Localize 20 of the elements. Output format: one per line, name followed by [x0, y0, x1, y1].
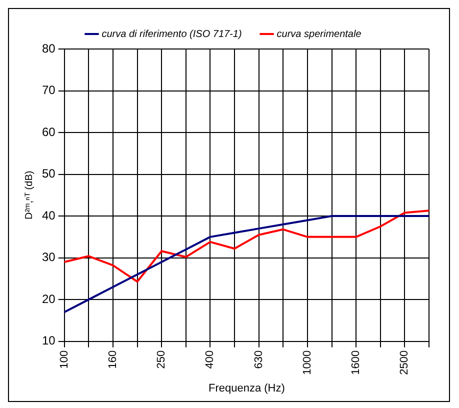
x-tick-label: 160	[107, 350, 119, 369]
x-tick-label: 2500	[398, 350, 411, 375]
x-tick-label: 1600	[350, 350, 362, 375]
y-axis-title: D²ᵐ,ⁿᵀ (dB)	[24, 170, 35, 220]
x-tick-label: 400	[204, 350, 216, 369]
y-tick-label: 40	[42, 208, 56, 222]
legend-label: curva sperimentale	[276, 28, 362, 40]
y-tick-label: 10	[42, 334, 56, 348]
legend-label: curva di riferimento (ISO 717-1)	[102, 28, 242, 40]
x-tick-label: 1000	[301, 350, 314, 375]
y-tick-label: 50	[42, 166, 56, 181]
x-axis-title: Frequenza (Hz)	[208, 382, 285, 394]
y-tick-label: 30	[42, 250, 56, 264]
y-tick-label: 70	[42, 83, 56, 98]
y-tick-label: 20	[42, 292, 56, 306]
x-tick-label: 100	[58, 350, 70, 369]
x-tick-label: 250	[156, 350, 168, 369]
y-tick-label: 60	[42, 124, 56, 139]
y-tick-label: 80	[42, 41, 56, 56]
x-tick-label: 630	[252, 350, 265, 369]
